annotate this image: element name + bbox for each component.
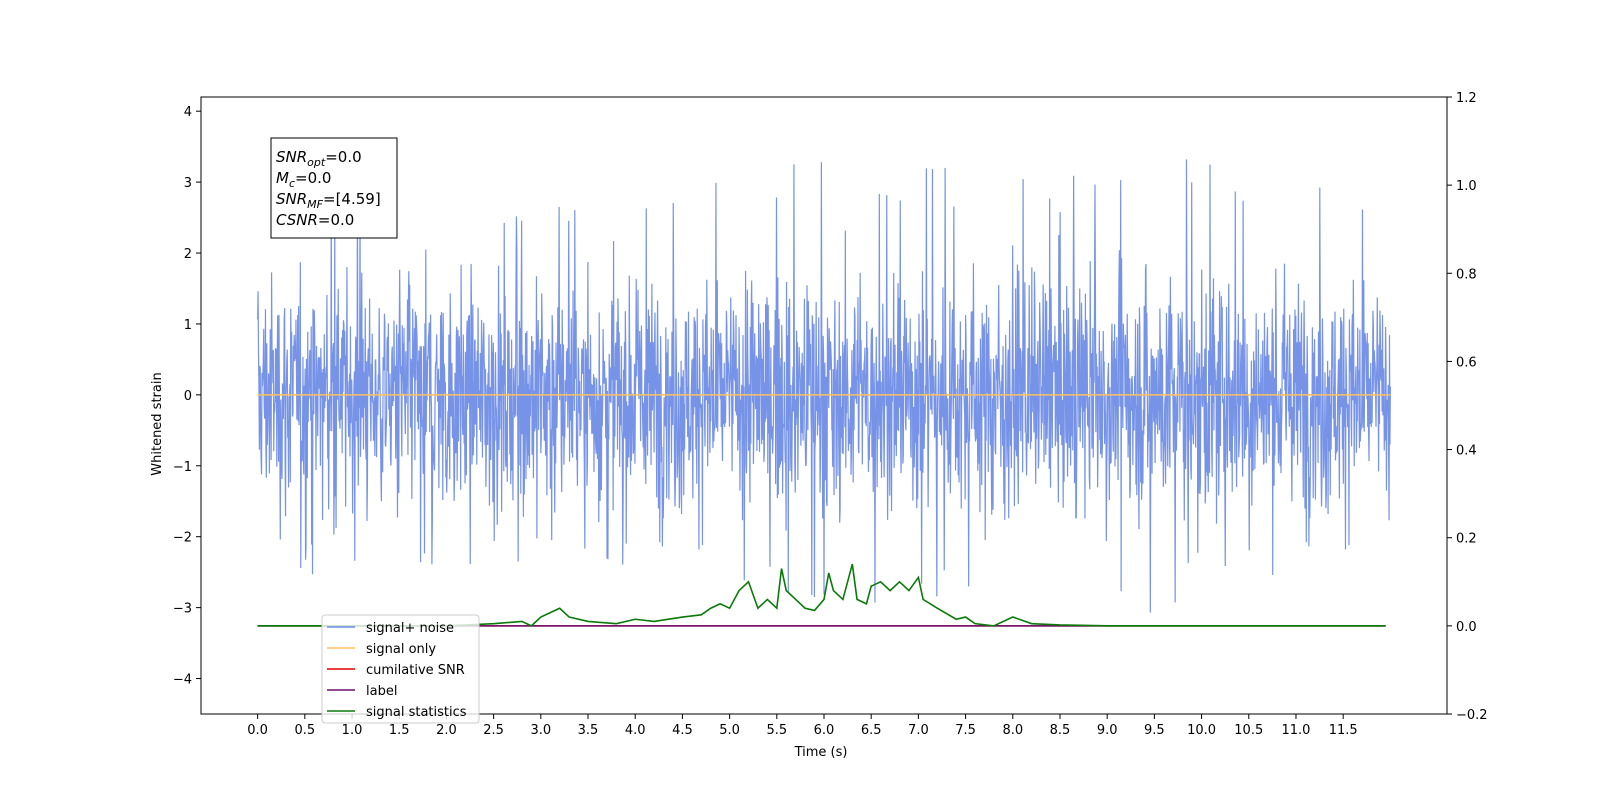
series-signal-statistics-line (257, 563, 1386, 627)
x-tick-label: 5.5 (766, 723, 787, 738)
x-tick-label: 7.5 (955, 723, 976, 738)
annotation-line: CSNR=0.0 (276, 211, 354, 229)
x-tick-label: 3.5 (578, 723, 599, 738)
x-tick-label: 8.0 (1002, 723, 1023, 738)
x-tick-label: 6.5 (861, 723, 882, 738)
x-tick-label: 8.5 (1050, 723, 1071, 738)
x-tick-label: 4.0 (625, 723, 646, 738)
y2-tick-label: −0.2 (1456, 708, 1488, 723)
legend-frame (321, 614, 480, 724)
legend-entry: cumilative SNR (366, 663, 465, 678)
x-tick-label: 10.5 (1234, 723, 1263, 738)
y-tick-label: −1 (173, 460, 192, 475)
x-tick-label: 9.0 (1097, 723, 1118, 738)
legend-entry: signal only (366, 642, 436, 657)
x-tick-label: 5.0 (719, 723, 740, 738)
x-tick-label: 11.0 (1281, 723, 1310, 738)
x-tick-label: 9.5 (1144, 723, 1165, 738)
y-tick-label: 3 (184, 176, 192, 191)
y-tick-label: 2 (184, 247, 192, 262)
x-tick-label: 7.0 (908, 723, 929, 738)
y2-tick-label: 0.6 (1456, 355, 1477, 370)
y2-tick-label: 0.2 (1456, 532, 1477, 547)
y2-tick-label: 0.8 (1456, 267, 1477, 282)
legend-entry: signal statistics (366, 705, 467, 720)
y-tick-label: 0 (184, 389, 192, 404)
x-tick-label: 0.5 (294, 723, 315, 738)
x-tick-label: 2.5 (483, 723, 504, 738)
annotation-line: SNRMF=[4.59] (276, 190, 381, 211)
x-tick-label: 2.0 (436, 723, 457, 738)
y-tick-label: −2 (173, 531, 192, 546)
y-axis-label: Whitened strain (150, 372, 165, 475)
x-tick-label: 0.0 (247, 723, 268, 738)
x-tick-label: 6.0 (814, 723, 835, 738)
x-tick-label: 4.5 (672, 723, 693, 738)
legend: signal+ noise signal only cumilative SNR la… (321, 614, 480, 724)
annotation-frame (270, 137, 398, 239)
x-tick-label: 1.0 (342, 723, 363, 738)
y-tick-label: −3 (173, 602, 192, 617)
x-tick-label: 1.5 (389, 723, 410, 738)
annotation-line: Mc=0.0 (276, 169, 331, 190)
y2-tick-label: 0.0 (1456, 620, 1477, 635)
y-tick-label: 1 (184, 318, 192, 333)
y2-tick-label: 1.2 (1456, 91, 1477, 106)
x-axis-label: Time (s) (794, 745, 848, 760)
y-tick-label: −4 (173, 673, 192, 688)
y2-tick-label: 0.4 (1456, 444, 1477, 459)
axes: 0.0 0.5 1.0 1.5 2.0 2.5 3.0 3.5 4.0 4.5 5.0 5.5 6.0 6… (173, 91, 1488, 738)
x-tick-label: 10.0 (1187, 723, 1216, 738)
y-tick-label: 4 (184, 105, 192, 120)
x-tick-label: 11.5 (1329, 723, 1358, 738)
legend-entry: label (366, 684, 397, 699)
annotation-line: SNRopt=0.0 (276, 148, 362, 169)
x-tick-label: 3.0 (530, 723, 551, 738)
series-signal-noise-line (257, 159, 1391, 613)
legend-entry: signal+ noise (366, 621, 454, 636)
y2-tick-label: 1.0 (1456, 179, 1477, 194)
